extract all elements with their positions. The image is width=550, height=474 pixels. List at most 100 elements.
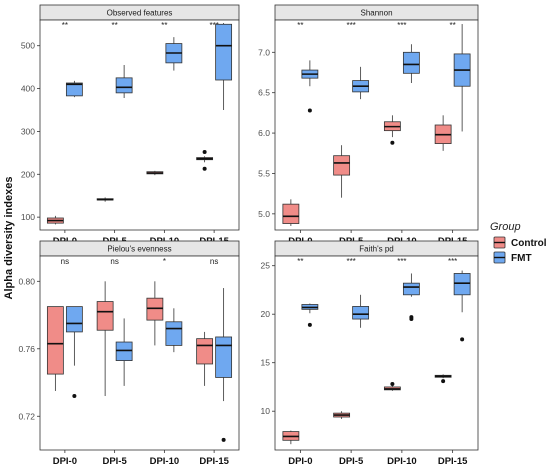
shannon-significance-label: ***: [346, 21, 355, 30]
box-body: [115, 77, 133, 94]
pielou-s-evenness-control-box: [96, 281, 114, 397]
outlier-point: [460, 337, 465, 342]
box-body: [46, 306, 64, 375]
faith-s-pd-x-tick-label: DPI-0: [288, 456, 312, 467]
box-body: [65, 82, 83, 97]
observed-features-significance-label: **: [161, 21, 167, 30]
shannon-y-tick-label: 6.5: [258, 88, 270, 98]
chart-panels: Observed features 100 200 300 400 500 DPI-0 ** D…: [18, 4, 479, 467]
shannon-fmt-box: [352, 66, 370, 100]
pielou-s-evenness-fmt-box: [65, 306, 83, 399]
faith-s-pd-significance-label: ***: [397, 257, 406, 266]
pielou-s-evenness-strip-label: Pielou's evenness: [107, 245, 171, 254]
shannon-control-box: [434, 115, 452, 151]
shannon-panel: Shannon5.05.56.06.57.0DPI-0**DPI-5***DPI…: [258, 4, 479, 247]
faith-s-pd-x-tick-label: DPI-10: [387, 456, 417, 467]
box-body: [402, 51, 420, 74]
faith-s-pd-x-tick-label: DPI-15: [438, 456, 468, 467]
outlier-point: [202, 150, 207, 154]
shannon-strip-label: Shannon: [360, 9, 392, 18]
outlier-point: [307, 108, 312, 113]
outlier-point: [409, 315, 414, 320]
pielou-s-evenness-control-box: [146, 281, 164, 346]
pielou-s-evenness-control-box: [196, 331, 214, 386]
faith-s-pd-y-tick-label: 20: [261, 309, 271, 319]
observed-features-control-box: [96, 197, 114, 202]
faith-s-pd-plot-area: [274, 255, 479, 451]
faith-s-pd-x-tick-label: DPI-5: [339, 456, 364, 467]
faith-s-pd-strip-label: Faith's pd: [359, 245, 393, 254]
observed-features-panel: Observed features100200300400500DPI-0**D…: [21, 4, 240, 247]
box-body: [65, 306, 83, 333]
faith-s-pd-fmt-box: [402, 273, 420, 322]
faith-s-pd-significance-label: ***: [346, 257, 355, 266]
faith-s-pd-control-box: [282, 430, 300, 445]
observed-features-y-tick-label: 200: [21, 169, 35, 179]
box-body: [215, 336, 233, 378]
shannon-y-tick-label: 5.5: [258, 168, 270, 178]
outlier-point: [202, 166, 207, 171]
pielou-s-evenness-fmt-box: [115, 318, 133, 386]
observed-features-fmt-box: [215, 23, 233, 110]
faith-s-pd-fmt-box: [453, 270, 471, 342]
box-body: [165, 321, 183, 346]
faith-s-pd-control-box: [333, 411, 351, 419]
observed-features-y-tick-label: 100: [21, 212, 35, 222]
pielou-s-evenness-x-tick-label: DPI-0: [53, 456, 77, 467]
box-body: [402, 282, 420, 296]
shannon-y-tick-label: 5.0: [258, 209, 270, 219]
legend-label-fmt: FMT: [511, 253, 532, 264]
pielou-s-evenness-y-tick-label: 0.76: [18, 344, 35, 354]
shannon-control-box: [383, 115, 401, 145]
pielou-s-evenness-fmt-box: [165, 308, 183, 353]
pielou-s-evenness-x-tick-label: DPI-10: [150, 456, 180, 467]
observed-features-fmt-box: [65, 80, 83, 98]
pielou-s-evenness-fmt-box: [215, 288, 233, 442]
legend-label-control: Control: [511, 238, 547, 249]
outlier-point: [390, 140, 395, 145]
outlier-point: [72, 394, 77, 399]
y-axis-label: Alpha diversity indexes: [3, 177, 15, 300]
box-body: [352, 306, 370, 320]
faith-s-pd-fmt-box: [301, 303, 319, 327]
outlier-point: [390, 382, 395, 387]
pielou-s-evenness-significance-label: *: [163, 257, 166, 266]
shannon-significance-label: ***: [397, 21, 406, 30]
box-body: [453, 273, 471, 296]
faith-s-pd-y-tick-label: 10: [261, 406, 271, 416]
box-body: [215, 23, 233, 81]
box-body: [196, 338, 214, 365]
pielou-s-evenness-significance-label: ns: [210, 257, 218, 266]
box-body: [333, 155, 351, 176]
observed-features-fmt-box: [115, 65, 133, 98]
observed-features-y-tick-label: 300: [21, 126, 35, 136]
pielou-s-evenness-y-tick-label: 0.72: [18, 411, 35, 421]
faith-s-pd-y-tick-label: 25: [261, 261, 271, 271]
observed-features-control-box: [196, 150, 214, 171]
legend-title: Group: [490, 221, 521, 233]
box-body: [146, 297, 164, 321]
faith-s-pd-panel: Faith's pd 10 15 20 25 DPI-0 ** DPI-5 *** DPI-10 *…: [261, 240, 479, 467]
observed-features-y-tick-label: 500: [21, 41, 35, 51]
shannon-y-tick-label: 7.0: [258, 47, 270, 57]
pielou-s-evenness-x-tick-label: DPI-15: [199, 456, 229, 467]
shannon-significance-label: **: [450, 21, 456, 30]
observed-features-control-box: [146, 170, 164, 176]
legend: Group Control FMT: [490, 221, 547, 264]
box-body: [282, 203, 300, 224]
shannon-fmt-box: [453, 24, 471, 132]
shannon-fmt-box: [301, 60, 319, 113]
faith-s-pd-y-tick-label: 15: [261, 358, 271, 368]
shannon-control-box: [282, 199, 300, 226]
shannon-fmt-box: [402, 44, 420, 83]
observed-features-significance-label: **: [112, 21, 118, 30]
faith-s-pd-significance-label: ***: [448, 257, 457, 266]
observed-features-significance-label: ***: [209, 21, 218, 30]
pielou-s-evenness-control-box: [46, 306, 64, 391]
faith-s-pd-fmt-box: [352, 294, 370, 328]
outlier-point: [221, 437, 226, 442]
shannon-control-box: [333, 145, 351, 198]
faith-s-pd-control-box: [434, 374, 452, 384]
pielou-s-evenness-y-tick-label: 0.80: [18, 276, 35, 286]
